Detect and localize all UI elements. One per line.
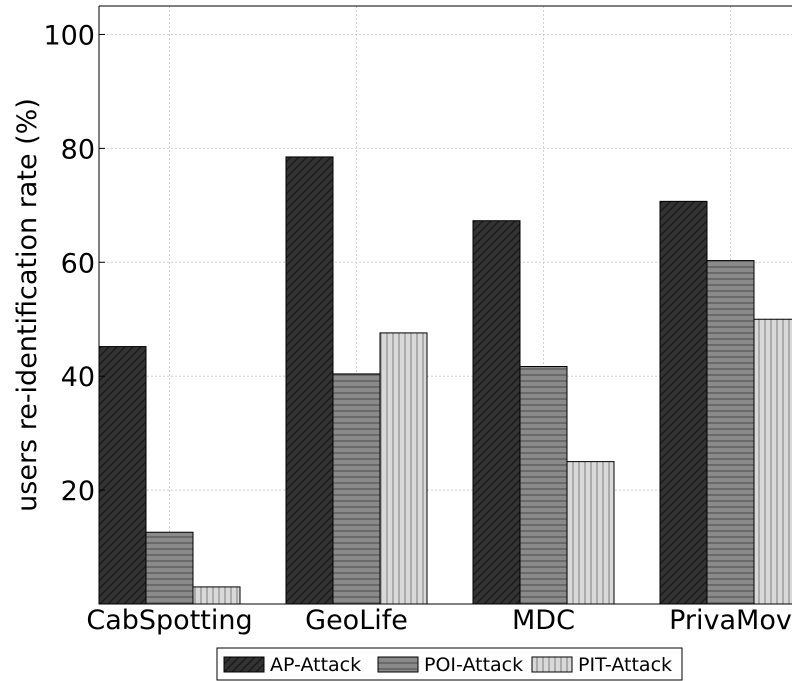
legend: AP-Attack POI-Attack PIT-Attack: [216, 647, 683, 681]
legend-swatch: [377, 656, 419, 673]
bar-ap-attack-mdc: [472, 220, 521, 605]
bar-pit-attack-mdc: [566, 461, 615, 605]
bars: [98, 156, 792, 605]
bar-ap-attack-privamov: [659, 200, 708, 605]
y-tick-label: 80: [61, 134, 95, 165]
x-tick-label: MDC: [512, 605, 575, 636]
bar-pit-attack-privamov: [753, 318, 792, 605]
y-tick-label: 40: [61, 362, 95, 393]
bar-poi-attack-geolife: [332, 373, 381, 605]
legend-swatch: [531, 656, 573, 673]
bar-poi-attack-cabspotting: [145, 531, 194, 605]
y-axis-title: users re-identification rate (%): [12, 98, 43, 512]
legend-label: PIT-Attack: [578, 654, 672, 676]
bar-pit-attack-cabspotting: [192, 586, 241, 605]
legend-box: [216, 647, 683, 681]
bar-ap-attack-cabspotting: [98, 346, 147, 605]
bar-poi-attack-mdc: [519, 366, 568, 605]
legend-swatch: [223, 656, 265, 673]
x-tick-label: CabSpotting: [86, 605, 252, 636]
bar-pit-attack-geolife: [379, 332, 428, 605]
legend-label: AP-Attack: [270, 654, 361, 676]
y-tick-label: 100: [43, 20, 95, 51]
bar-ap-attack-geolife: [285, 156, 334, 605]
x-tick-label: GeoLife: [305, 605, 408, 636]
bar-poi-attack-privamov: [706, 260, 755, 605]
x-tick-label: PrivaMov: [669, 605, 792, 636]
y-tick-label: 20: [61, 476, 95, 507]
axes: 20 40 60 80 100 CabSpotting GeoLife MDC PrivaMov: [43, 5, 792, 636]
legend-label: POI-Attack: [424, 654, 523, 676]
y-tick-label: 60: [61, 248, 95, 279]
